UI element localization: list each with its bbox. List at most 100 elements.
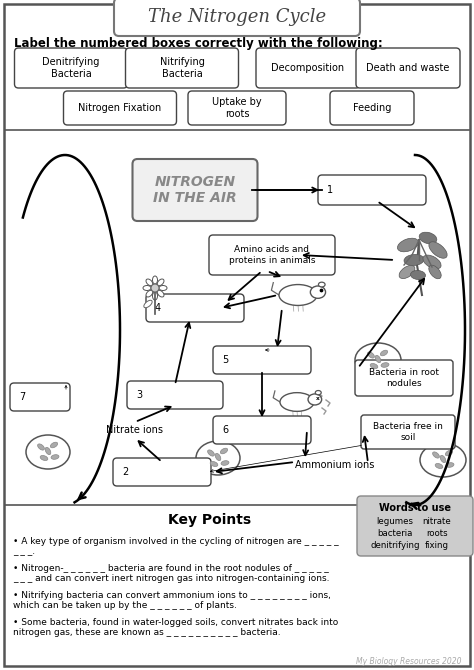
- FancyBboxPatch shape: [213, 346, 311, 374]
- Text: Feeding: Feeding: [353, 103, 391, 113]
- Text: denitrifying: denitrifying: [370, 541, 420, 549]
- FancyBboxPatch shape: [113, 458, 211, 486]
- Text: • Some bacteria, found in water-logged soils, convert nitrates back into: • Some bacteria, found in water-logged s…: [13, 618, 338, 627]
- Ellipse shape: [146, 290, 153, 297]
- Text: My Biology Resources 2020: My Biology Resources 2020: [356, 657, 462, 665]
- Ellipse shape: [196, 441, 240, 475]
- Text: 7: 7: [19, 392, 25, 402]
- Text: Words to use: Words to use: [379, 503, 451, 513]
- FancyBboxPatch shape: [361, 415, 455, 449]
- Text: bacteria: bacteria: [377, 529, 413, 537]
- Text: 4: 4: [155, 303, 161, 313]
- Ellipse shape: [308, 394, 322, 405]
- Ellipse shape: [375, 355, 381, 362]
- Text: Label the numbered boxes correctly with the following:: Label the numbered boxes correctly with …: [14, 38, 383, 50]
- Ellipse shape: [410, 271, 426, 279]
- Text: • A key type of organism involved in the cycling of nitrogen are _ _ _ _ _: • A key type of organism involved in the…: [13, 537, 338, 546]
- Text: Decomposition: Decomposition: [272, 63, 345, 73]
- Ellipse shape: [398, 239, 419, 252]
- FancyBboxPatch shape: [114, 0, 360, 36]
- Ellipse shape: [319, 282, 325, 287]
- Ellipse shape: [399, 265, 415, 279]
- Text: 5: 5: [222, 355, 228, 365]
- Ellipse shape: [429, 242, 447, 258]
- FancyBboxPatch shape: [64, 91, 176, 125]
- Text: Nitrate ions: Nitrate ions: [107, 425, 164, 435]
- Ellipse shape: [208, 450, 214, 456]
- FancyBboxPatch shape: [188, 91, 286, 125]
- Ellipse shape: [37, 444, 45, 450]
- Text: 6: 6: [222, 425, 228, 435]
- Text: roots: roots: [426, 529, 448, 537]
- FancyBboxPatch shape: [330, 91, 414, 125]
- Text: Uptake by
roots: Uptake by roots: [212, 97, 262, 119]
- Ellipse shape: [419, 232, 437, 244]
- Ellipse shape: [143, 285, 151, 291]
- Ellipse shape: [380, 350, 388, 356]
- Ellipse shape: [435, 464, 443, 468]
- Ellipse shape: [446, 463, 454, 467]
- Ellipse shape: [370, 364, 378, 368]
- Text: _ _ _ and can convert inert nitrogen gas into nitrogen-containing ions.: _ _ _ and can convert inert nitrogen gas…: [13, 574, 329, 583]
- Ellipse shape: [215, 454, 221, 461]
- Ellipse shape: [146, 279, 153, 285]
- Ellipse shape: [157, 290, 164, 297]
- FancyBboxPatch shape: [15, 48, 128, 88]
- Text: • Nitrifying bacteria can convert ammonium ions to _ _ _ _ _ _ _ _ ions,: • Nitrifying bacteria can convert ammoni…: [13, 591, 331, 600]
- Text: The Nitrogen Cycle: The Nitrogen Cycle: [148, 8, 326, 26]
- Ellipse shape: [159, 285, 167, 291]
- Ellipse shape: [40, 456, 48, 460]
- FancyBboxPatch shape: [209, 235, 335, 275]
- Text: Nitrogen Fixation: Nitrogen Fixation: [78, 103, 162, 113]
- Text: 3: 3: [136, 390, 142, 400]
- FancyBboxPatch shape: [355, 360, 453, 396]
- Text: nitrogen gas, these are known as _ _ _ _ _ _ _ _ _ _ bacteria.: nitrogen gas, these are known as _ _ _ _…: [13, 628, 281, 637]
- FancyBboxPatch shape: [10, 383, 70, 411]
- Ellipse shape: [310, 286, 326, 298]
- Text: Bacteria in root
nodules: Bacteria in root nodules: [369, 369, 439, 388]
- Text: Denitrifying
Bacteria: Denitrifying Bacteria: [42, 57, 100, 79]
- Ellipse shape: [440, 456, 446, 463]
- Ellipse shape: [26, 435, 70, 469]
- Ellipse shape: [381, 362, 389, 367]
- FancyBboxPatch shape: [133, 159, 257, 221]
- FancyBboxPatch shape: [213, 416, 311, 444]
- Ellipse shape: [315, 391, 321, 395]
- Text: NITROGEN
IN THE AIR: NITROGEN IN THE AIR: [153, 175, 237, 205]
- FancyBboxPatch shape: [146, 294, 244, 322]
- Text: Key Points: Key Points: [168, 513, 252, 527]
- Ellipse shape: [368, 352, 374, 358]
- Ellipse shape: [210, 462, 218, 466]
- Text: which can be taken up by the _ _ _ _ _ _ of plants.: which can be taken up by the _ _ _ _ _ _…: [13, 601, 237, 610]
- Text: 2: 2: [122, 467, 128, 477]
- Ellipse shape: [51, 455, 59, 460]
- Text: legumes: legumes: [376, 517, 413, 525]
- Ellipse shape: [420, 443, 466, 477]
- Circle shape: [151, 284, 159, 292]
- Ellipse shape: [404, 255, 424, 265]
- Text: Amino acids and
proteins in animals: Amino acids and proteins in animals: [229, 245, 315, 265]
- Ellipse shape: [220, 448, 228, 454]
- Ellipse shape: [45, 448, 51, 455]
- Text: 1: 1: [327, 185, 333, 195]
- FancyBboxPatch shape: [126, 48, 238, 88]
- Ellipse shape: [153, 292, 157, 300]
- FancyBboxPatch shape: [318, 175, 426, 205]
- Ellipse shape: [279, 285, 317, 306]
- Ellipse shape: [446, 450, 453, 456]
- FancyBboxPatch shape: [127, 381, 223, 409]
- Text: nitrate: nitrate: [423, 517, 451, 525]
- Text: _ _ _.: _ _ _.: [13, 547, 35, 556]
- FancyBboxPatch shape: [256, 48, 360, 88]
- Ellipse shape: [153, 276, 157, 284]
- Text: Nitrifying
Bacteria: Nitrifying Bacteria: [160, 57, 204, 79]
- FancyBboxPatch shape: [356, 48, 460, 88]
- Ellipse shape: [433, 452, 439, 458]
- FancyBboxPatch shape: [4, 4, 470, 666]
- Text: • Nitrogen-_ _ _ _ _ _ bacteria are found in the root nodules of _ _ _ _ _: • Nitrogen-_ _ _ _ _ _ bacteria are foun…: [13, 564, 329, 573]
- Text: Death and waste: Death and waste: [366, 63, 450, 73]
- Ellipse shape: [429, 265, 441, 279]
- Ellipse shape: [50, 442, 58, 448]
- Text: Bacteria free in
soil: Bacteria free in soil: [373, 422, 443, 442]
- Ellipse shape: [423, 255, 441, 269]
